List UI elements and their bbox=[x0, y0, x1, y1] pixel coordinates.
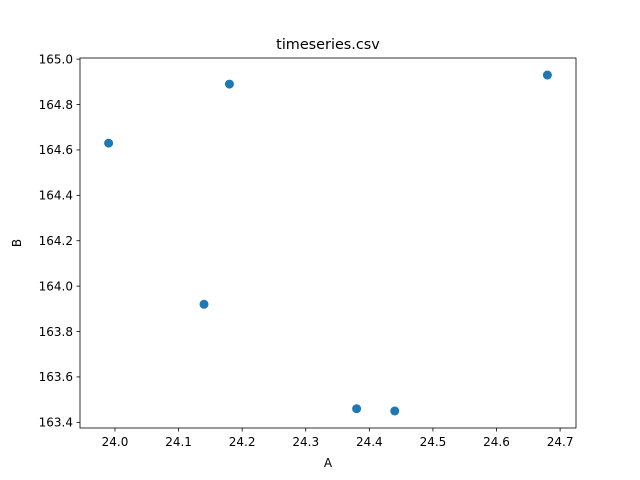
scatter-point bbox=[390, 406, 400, 416]
y-tick-label: 164.2 bbox=[39, 234, 73, 248]
y-tick-label: 163.4 bbox=[39, 416, 73, 430]
x-tick-label: 24.7 bbox=[547, 435, 574, 449]
scatter-point bbox=[104, 138, 114, 148]
x-tick-label: 24.0 bbox=[102, 435, 129, 449]
y-tick-label: 164.6 bbox=[39, 143, 73, 157]
ticks-layer: 24.0 24.1 24.2 24.3 24.4 24.5 24.6 24.7 163.4 163… bbox=[39, 52, 574, 449]
y-axis-label: B bbox=[10, 239, 24, 247]
x-tick-label: 24.6 bbox=[483, 435, 510, 449]
x-axis-label: A bbox=[324, 456, 333, 470]
x-tick-label: 24.4 bbox=[356, 435, 383, 449]
x-tick-label: 24.2 bbox=[229, 435, 256, 449]
chart-title: timeseries.csv bbox=[276, 37, 380, 53]
plot-frame bbox=[79, 57, 577, 429]
x-tick-label: 24.3 bbox=[292, 435, 319, 449]
scatter-point bbox=[542, 70, 552, 80]
x-tick-label: 24.5 bbox=[420, 435, 447, 449]
y-tick-label: 163.6 bbox=[39, 370, 73, 384]
y-tick-label: 164.0 bbox=[39, 279, 73, 293]
points-layer bbox=[104, 70, 552, 416]
y-tick-label: 165.0 bbox=[39, 52, 73, 66]
scatter-point bbox=[224, 79, 234, 89]
scatter-point bbox=[352, 404, 362, 414]
y-tick-label: 164.4 bbox=[39, 189, 73, 203]
y-tick-label: 163.8 bbox=[39, 325, 73, 339]
scatter-point bbox=[199, 299, 209, 309]
x-tick-label: 24.1 bbox=[165, 435, 192, 449]
y-tick-label: 164.8 bbox=[39, 98, 73, 112]
